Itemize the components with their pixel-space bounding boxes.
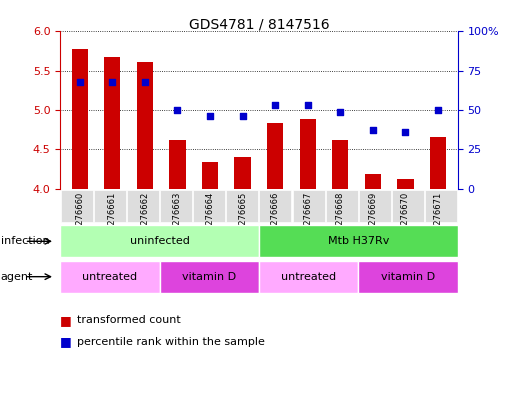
Point [271,102,279,108]
Point [434,107,442,113]
Text: uninfected: uninfected [130,236,189,246]
Bar [104,57,120,189]
Text: ■: ■ [60,314,72,327]
Text: GDS4781 / 8147516: GDS4781 / 8147516 [189,18,329,32]
Text: vitamin D: vitamin D [381,272,435,282]
Bar [332,140,348,189]
Point [238,113,247,119]
Point [303,102,312,108]
Text: ■: ■ [60,335,72,349]
Text: transformed count: transformed count [77,315,181,325]
Bar [430,137,446,189]
Bar [365,174,381,189]
Bar [300,119,316,189]
Bar [169,140,186,189]
Bar [234,157,251,189]
Point [336,108,345,115]
Bar [202,162,218,189]
Bar [137,62,153,189]
Bar [72,49,88,189]
Point [173,107,181,113]
Bar [267,123,283,189]
Point [141,79,149,85]
Point [206,113,214,119]
Text: vitamin D: vitamin D [182,272,236,282]
Text: agent: agent [1,272,33,282]
Text: Mtb H37Rv: Mtb H37Rv [327,236,389,246]
Text: infection: infection [1,236,49,246]
Text: untreated: untreated [281,272,336,282]
Bar [397,179,414,189]
Point [108,79,117,85]
Text: percentile rank within the sample: percentile rank within the sample [77,337,265,347]
Point [401,129,410,135]
Text: untreated: untreated [82,272,138,282]
Point [369,127,377,134]
Point [75,79,84,85]
